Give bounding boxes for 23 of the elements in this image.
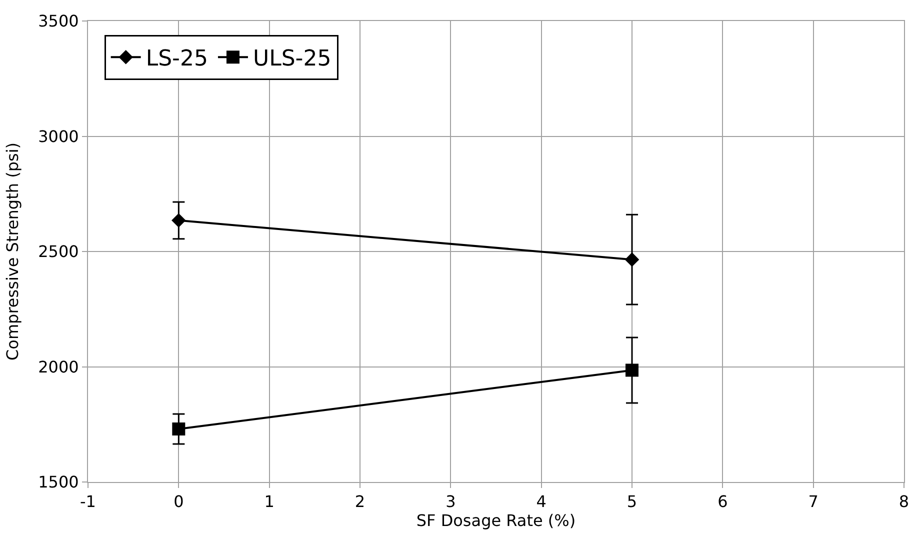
point bbox=[172, 213, 186, 228]
legend-label: LS-25 bbox=[146, 46, 208, 72]
y-tick-label: 2500 bbox=[38, 242, 79, 262]
x-tick-label: 3 bbox=[446, 492, 456, 512]
y-tick-label: 2000 bbox=[38, 357, 79, 376]
x-axis-title: SF Dosage Rate (%) bbox=[416, 511, 576, 530]
y-axis-title: Compressive Strength (psi) bbox=[2, 142, 22, 361]
point bbox=[626, 364, 638, 377]
y-tick-label: 3000 bbox=[38, 126, 79, 146]
x-tick-label: 7 bbox=[808, 492, 818, 512]
x-tick-label: 1 bbox=[264, 492, 274, 512]
point bbox=[172, 422, 186, 436]
y-tick-label: 3500 bbox=[38, 12, 79, 31]
legend-label: ULS-25 bbox=[252, 46, 332, 72]
x-tick-label: 2 bbox=[354, 492, 366, 512]
x-tick-label: -1 bbox=[80, 492, 96, 512]
x-tick-label: 0 bbox=[174, 492, 184, 512]
y-tick-label: 1500 bbox=[38, 472, 79, 492]
x-tick-label: 6 bbox=[718, 492, 728, 512]
point bbox=[624, 252, 640, 267]
x-tick-label: 8 bbox=[898, 492, 910, 512]
x-tick-label: 5 bbox=[626, 492, 638, 512]
x-tick-label: 4 bbox=[536, 492, 546, 512]
